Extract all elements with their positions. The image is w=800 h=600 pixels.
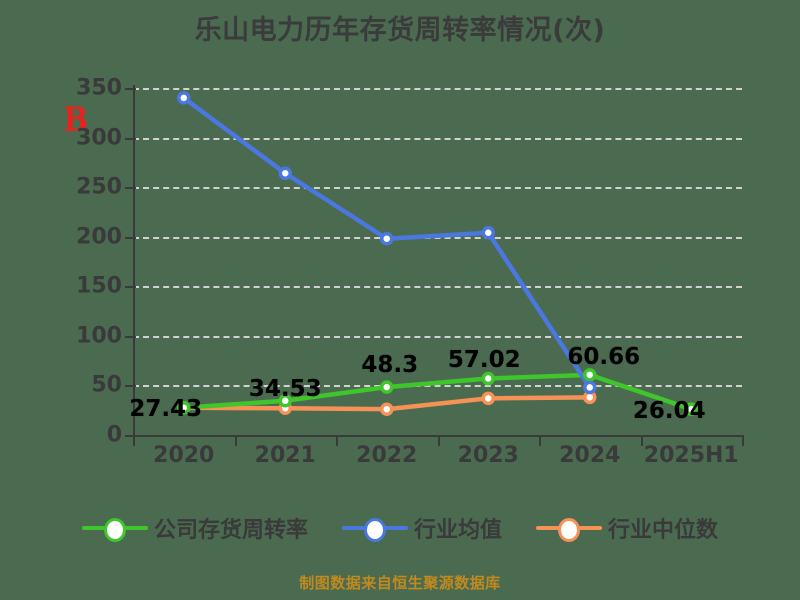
x-tick-label: 2025H1 [643, 443, 739, 468]
x-tick-mark [742, 435, 744, 446]
legend-point-icon [103, 518, 126, 542]
legend-item-1[interactable]: 行业均值 [341, 512, 502, 544]
x-tick-mark [234, 435, 237, 446]
y-tick-mark [125, 137, 136, 140]
data-point[interactable] [177, 91, 191, 105]
y-tick-mark [125, 236, 136, 239]
y-tick-label: 300 [76, 125, 122, 151]
y-tick-label: 250 [76, 174, 122, 200]
y-tick-mark [125, 286, 136, 289]
gridline [133, 286, 742, 289]
x-tick-mark [336, 435, 338, 446]
x-tick-mark [133, 435, 135, 446]
legend-point-icon [558, 518, 580, 542]
gridline [133, 88, 742, 90]
data-point[interactable] [481, 225, 495, 240]
data-label: 34.53 [248, 375, 322, 402]
data-point[interactable] [583, 368, 597, 382]
x-tick-label: 2022 [356, 443, 418, 468]
series-line [181, 372, 694, 412]
y-tick-mark [125, 335, 136, 338]
y-axis-line [133, 85, 135, 438]
legend-item-2[interactable]: 行业中位数 [536, 512, 718, 544]
y-tick-label: 100 [76, 323, 122, 349]
data-label: 57.02 [447, 347, 521, 374]
y-tick-mark [125, 187, 136, 190]
data-point[interactable] [380, 231, 394, 246]
x-tick-label: 2023 [457, 443, 519, 468]
legend-item-0[interactable]: 公司存货周转率 [81, 512, 308, 544]
x-tick-mark [539, 435, 541, 446]
data-point[interactable] [278, 166, 292, 181]
legend-marker-icon [341, 515, 408, 542]
y-tick-mark [125, 435, 136, 437]
gridline [133, 385, 742, 388]
legend-label: 行业均值 [413, 518, 502, 543]
legend-label: 公司存货周转率 [153, 518, 308, 543]
y-tick-mark [125, 385, 136, 388]
y-tick-label: 0 [106, 422, 122, 448]
data-point[interactable] [481, 391, 495, 406]
x-tick-label: 2024 [559, 443, 621, 468]
data-label: 48.3 [361, 352, 419, 379]
gridline [133, 137, 742, 140]
data-point[interactable] [583, 380, 597, 395]
data-point[interactable] [380, 380, 394, 394]
data-label: 26.04 [632, 398, 706, 425]
data-label: 27.43 [129, 395, 203, 422]
data-label: 60.66 [567, 343, 641, 370]
y-tick-label: 150 [76, 273, 122, 299]
legend-marker-icon [536, 515, 602, 542]
data-point[interactable] [380, 402, 394, 416]
x-tick-label: 2020 [153, 443, 215, 468]
y-tick-label: 350 [76, 75, 122, 101]
data-point[interactable] [278, 394, 292, 408]
legend-point-icon [363, 518, 386, 542]
legend-marker-icon [81, 515, 148, 542]
legend-label: 行业中位数 [608, 518, 719, 543]
gridline [133, 335, 742, 338]
x-tick-mark [437, 435, 440, 446]
source-note: 制图数据来自恒生聚源数据库 [299, 574, 501, 592]
data-point[interactable] [177, 401, 191, 415]
data-point[interactable] [684, 402, 698, 416]
chart-title: 乐山电力历年存货周转率情况(次) [194, 15, 606, 46]
y-tick-label: 200 [76, 224, 122, 250]
x-tick-label: 2021 [254, 443, 316, 468]
y-tick-mark [125, 88, 136, 90]
x-tick-mark [640, 435, 643, 446]
y-tick-label: 50 [91, 372, 122, 398]
chart-legend: 公司存货周转率 行业均值 行业中位数 [0, 512, 800, 544]
gridline [133, 187, 742, 190]
data-point[interactable] [481, 371, 495, 386]
